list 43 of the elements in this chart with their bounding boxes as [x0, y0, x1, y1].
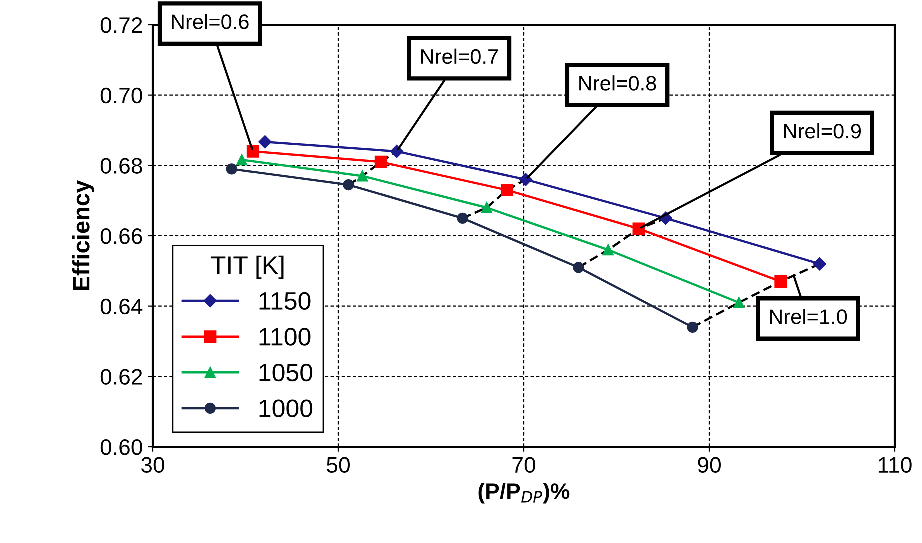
x-tick-label: 90 — [698, 457, 721, 474]
legend-label: 1100 — [260, 328, 311, 346]
y-tick-label: 0.72 — [100, 18, 142, 34]
point — [457, 212, 468, 224]
annotation: Nrel=0.6 — [172, 14, 249, 30]
annotation: Nrel=0.7 — [421, 48, 498, 64]
point — [519, 173, 532, 186]
point — [226, 164, 238, 175]
legend-label: 1050 — [260, 364, 313, 382]
annotation: Nrel=1.0 — [770, 309, 848, 324]
x-axis-title: (P/P$_{DP}$)% — [478, 482, 570, 504]
point — [687, 322, 698, 333]
y-tick-label: 0.60 — [100, 440, 142, 456]
y-tick-label: 0.70 — [100, 88, 142, 104]
annotation: Nrel=0.9 — [784, 123, 862, 139]
x-tick-label: 50 — [327, 457, 350, 474]
point — [632, 222, 646, 236]
y-axis-title: Efficiency — [72, 180, 94, 290]
point — [602, 244, 614, 256]
point — [236, 154, 248, 166]
point — [246, 145, 260, 158]
point — [357, 170, 368, 182]
point — [774, 275, 788, 288]
y-tick-label: 0.64 — [100, 298, 143, 315]
point — [481, 202, 492, 214]
point — [374, 156, 388, 168]
point — [343, 179, 354, 191]
y-tick-label: 0.66 — [100, 228, 142, 244]
annotation: Nrel=0.8 — [580, 76, 656, 91]
y-tick-label: 0.62 — [100, 369, 142, 385]
point — [734, 297, 745, 308]
y-tick-label: 0.68 — [100, 158, 142, 174]
legend-label: 1150 — [260, 292, 311, 310]
point — [390, 145, 404, 158]
point — [573, 262, 584, 274]
legend-title: TIT [K] — [212, 256, 284, 280]
legend-label: 1000 — [260, 400, 313, 418]
x-tick-label: 70 — [512, 457, 536, 474]
x-tick-label: 30 — [141, 457, 164, 474]
x-tick-label: 110 — [878, 457, 912, 474]
point — [501, 184, 514, 197]
point — [813, 258, 826, 271]
point — [258, 136, 272, 149]
